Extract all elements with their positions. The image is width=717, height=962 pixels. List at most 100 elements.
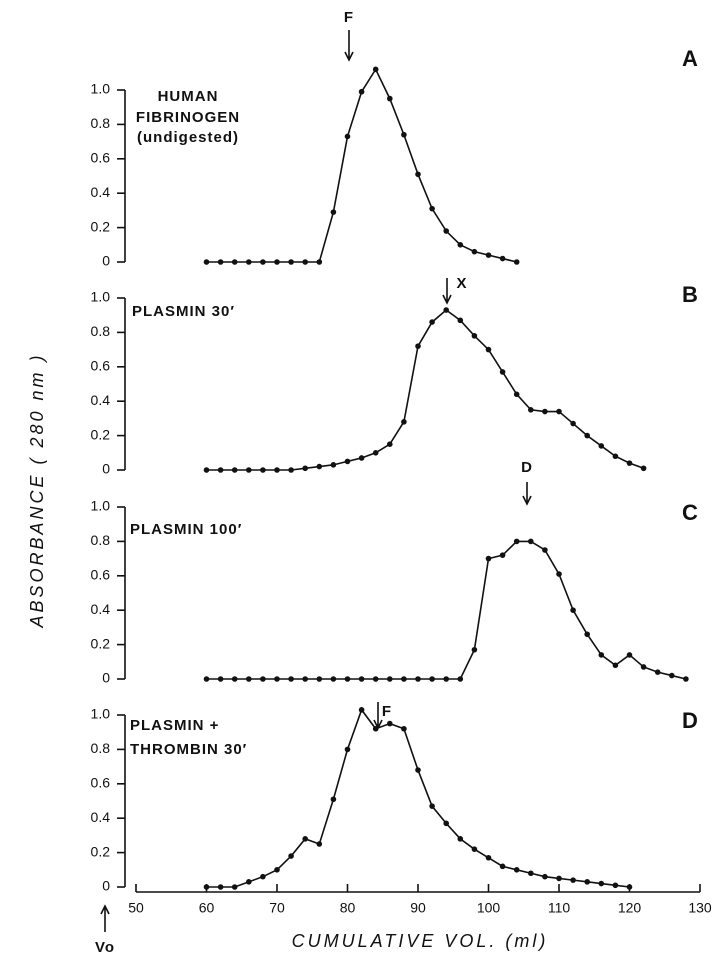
data-point: [203, 259, 210, 265]
peak-label: F: [344, 9, 354, 26]
data-point: [626, 652, 633, 658]
data-point: [231, 676, 238, 682]
x-axis-label: CUMULATIVE VOL. (ml): [292, 931, 549, 951]
data-point: [246, 879, 252, 885]
data-point: [260, 873, 266, 880]
y-tick-label: 0.2: [91, 635, 111, 651]
data-point: [415, 343, 421, 349]
data-point: [528, 407, 534, 413]
peak-arrow: [442, 278, 452, 305]
y-tick-label: 0.8: [91, 532, 111, 548]
y-tick-label: 0.4: [91, 392, 111, 408]
data-point: [513, 538, 520, 545]
data-point: [598, 443, 605, 449]
data-point: [683, 676, 689, 682]
data-point: [330, 209, 337, 215]
data-point: [612, 662, 619, 669]
data-point: [598, 652, 605, 658]
data-point: [217, 259, 224, 265]
data-point: [260, 467, 266, 473]
data-point: [513, 867, 520, 873]
data-point: [499, 552, 506, 558]
data-point: [542, 547, 548, 553]
data-point: [316, 676, 323, 682]
y-tick-label: 0.8: [91, 740, 111, 756]
data-point: [584, 879, 590, 885]
data-point: [274, 259, 280, 265]
data-point: [246, 259, 252, 265]
data-point: [499, 255, 506, 262]
data-point: [654, 669, 661, 675]
data-point: [316, 463, 323, 470]
y-tick-label: 0.4: [91, 809, 111, 825]
y-tick-label: 0.6: [91, 150, 111, 166]
data-point: [528, 538, 534, 545]
data-point: [528, 870, 534, 877]
void-label: Vo: [95, 939, 115, 956]
peak-arrow: [522, 482, 532, 506]
data-line: [206, 67, 517, 263]
data-point: [274, 467, 280, 473]
data-point: [217, 884, 224, 890]
data-point: [288, 853, 294, 859]
data-point: [401, 676, 407, 682]
data-point: [570, 607, 576, 613]
panel-letter: A: [682, 46, 698, 71]
peak-arrow: [344, 30, 354, 62]
data-point: [217, 676, 224, 682]
y-tick-label: 0.4: [91, 601, 111, 617]
data-line: [206, 708, 630, 888]
data-point: [443, 820, 450, 827]
peak-label: F: [382, 703, 392, 720]
data-point: [330, 462, 337, 468]
data-line: [206, 309, 644, 471]
data-point: [358, 455, 365, 461]
data-point: [457, 836, 464, 842]
data-point: [203, 676, 210, 682]
data-point: [316, 841, 323, 847]
data-point: [626, 460, 633, 466]
data-point: [231, 259, 238, 265]
data-point: [626, 884, 633, 890]
y-tick-label: 0.6: [91, 775, 111, 791]
peak-label: X: [456, 275, 467, 292]
data-point: [471, 646, 478, 653]
data-point: [401, 725, 407, 732]
data-point: [415, 676, 421, 682]
data-point: [401, 419, 407, 425]
y-tick-label: 0.6: [91, 358, 111, 374]
y-tick-label: 0.8: [91, 115, 111, 131]
data-point: [288, 467, 294, 473]
data-point: [570, 877, 576, 883]
y-tick-label: 0.6: [91, 567, 111, 583]
x-tick-label: 120: [618, 900, 642, 916]
y-tick-label: 0: [102, 461, 110, 477]
data-point: [302, 836, 309, 842]
x-tick-label: 50: [128, 900, 144, 916]
panel-label: PLASMIN 100′: [130, 521, 242, 538]
data-point: [640, 664, 647, 670]
data-point: [302, 676, 309, 682]
data-point: [542, 408, 548, 415]
y-tick-label: 1.0: [91, 81, 111, 97]
data-point: [485, 346, 492, 353]
data-point: [288, 676, 294, 682]
data-point: [429, 319, 435, 325]
data-point: [499, 863, 506, 870]
y-tick-label: 0: [102, 253, 110, 269]
data-point: [584, 631, 590, 638]
data-point: [316, 259, 323, 265]
panel-letter: D: [682, 708, 698, 733]
peak-arrow: [373, 702, 383, 730]
data-point: [443, 307, 450, 313]
data-point: [415, 171, 421, 178]
data-point: [429, 205, 435, 212]
data-point: [274, 676, 280, 682]
data-point: [203, 467, 210, 473]
panel-label: THROMBIN 30′: [130, 741, 247, 758]
data-point: [443, 228, 450, 234]
data-point: [612, 882, 619, 889]
y-axis-label: ABSORBANCE ( 280 nm ): [27, 352, 47, 628]
data-point: [302, 465, 309, 472]
data-point: [344, 746, 351, 753]
